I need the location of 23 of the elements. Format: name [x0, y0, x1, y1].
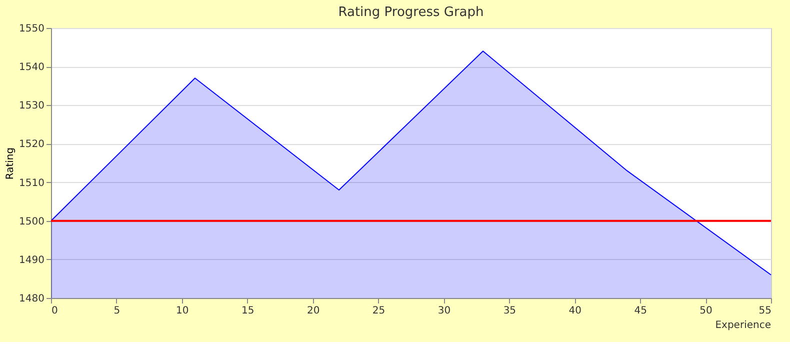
- x-tick-label: 10: [176, 306, 189, 316]
- chart-title: Rating Progress Graph: [338, 5, 484, 20]
- x-tick-label: 45: [634, 306, 647, 316]
- y-tick-label: 1500: [19, 216, 44, 228]
- y-tick-label: 1510: [19, 178, 44, 189]
- x-tick-label: 15: [241, 306, 254, 316]
- y-tick-label: 1540: [19, 62, 44, 74]
- x-tick-label: 25: [372, 306, 386, 316]
- y-tick-label: 1480: [19, 294, 44, 304]
- y-tick-label: 1520: [19, 139, 44, 150]
- y-tick-label: 1530: [19, 100, 44, 112]
- x-tick-label: 50: [700, 306, 712, 316]
- y-tick-label: 1550: [19, 24, 44, 34]
- x-tick-label: 20: [306, 306, 320, 316]
- x-tick-label: 55: [758, 306, 772, 316]
- x-axis-title: Experience: [715, 320, 771, 331]
- x-tick-label: 0: [52, 306, 58, 316]
- y-axis-title: Rating: [5, 147, 16, 180]
- x-tick-label: 30: [438, 306, 451, 316]
- x-tick-label: 5: [114, 306, 120, 316]
- x-tick-label: 40: [568, 306, 582, 316]
- y-tick-label: 1490: [19, 254, 44, 266]
- x-tick-label: 35: [503, 306, 516, 316]
